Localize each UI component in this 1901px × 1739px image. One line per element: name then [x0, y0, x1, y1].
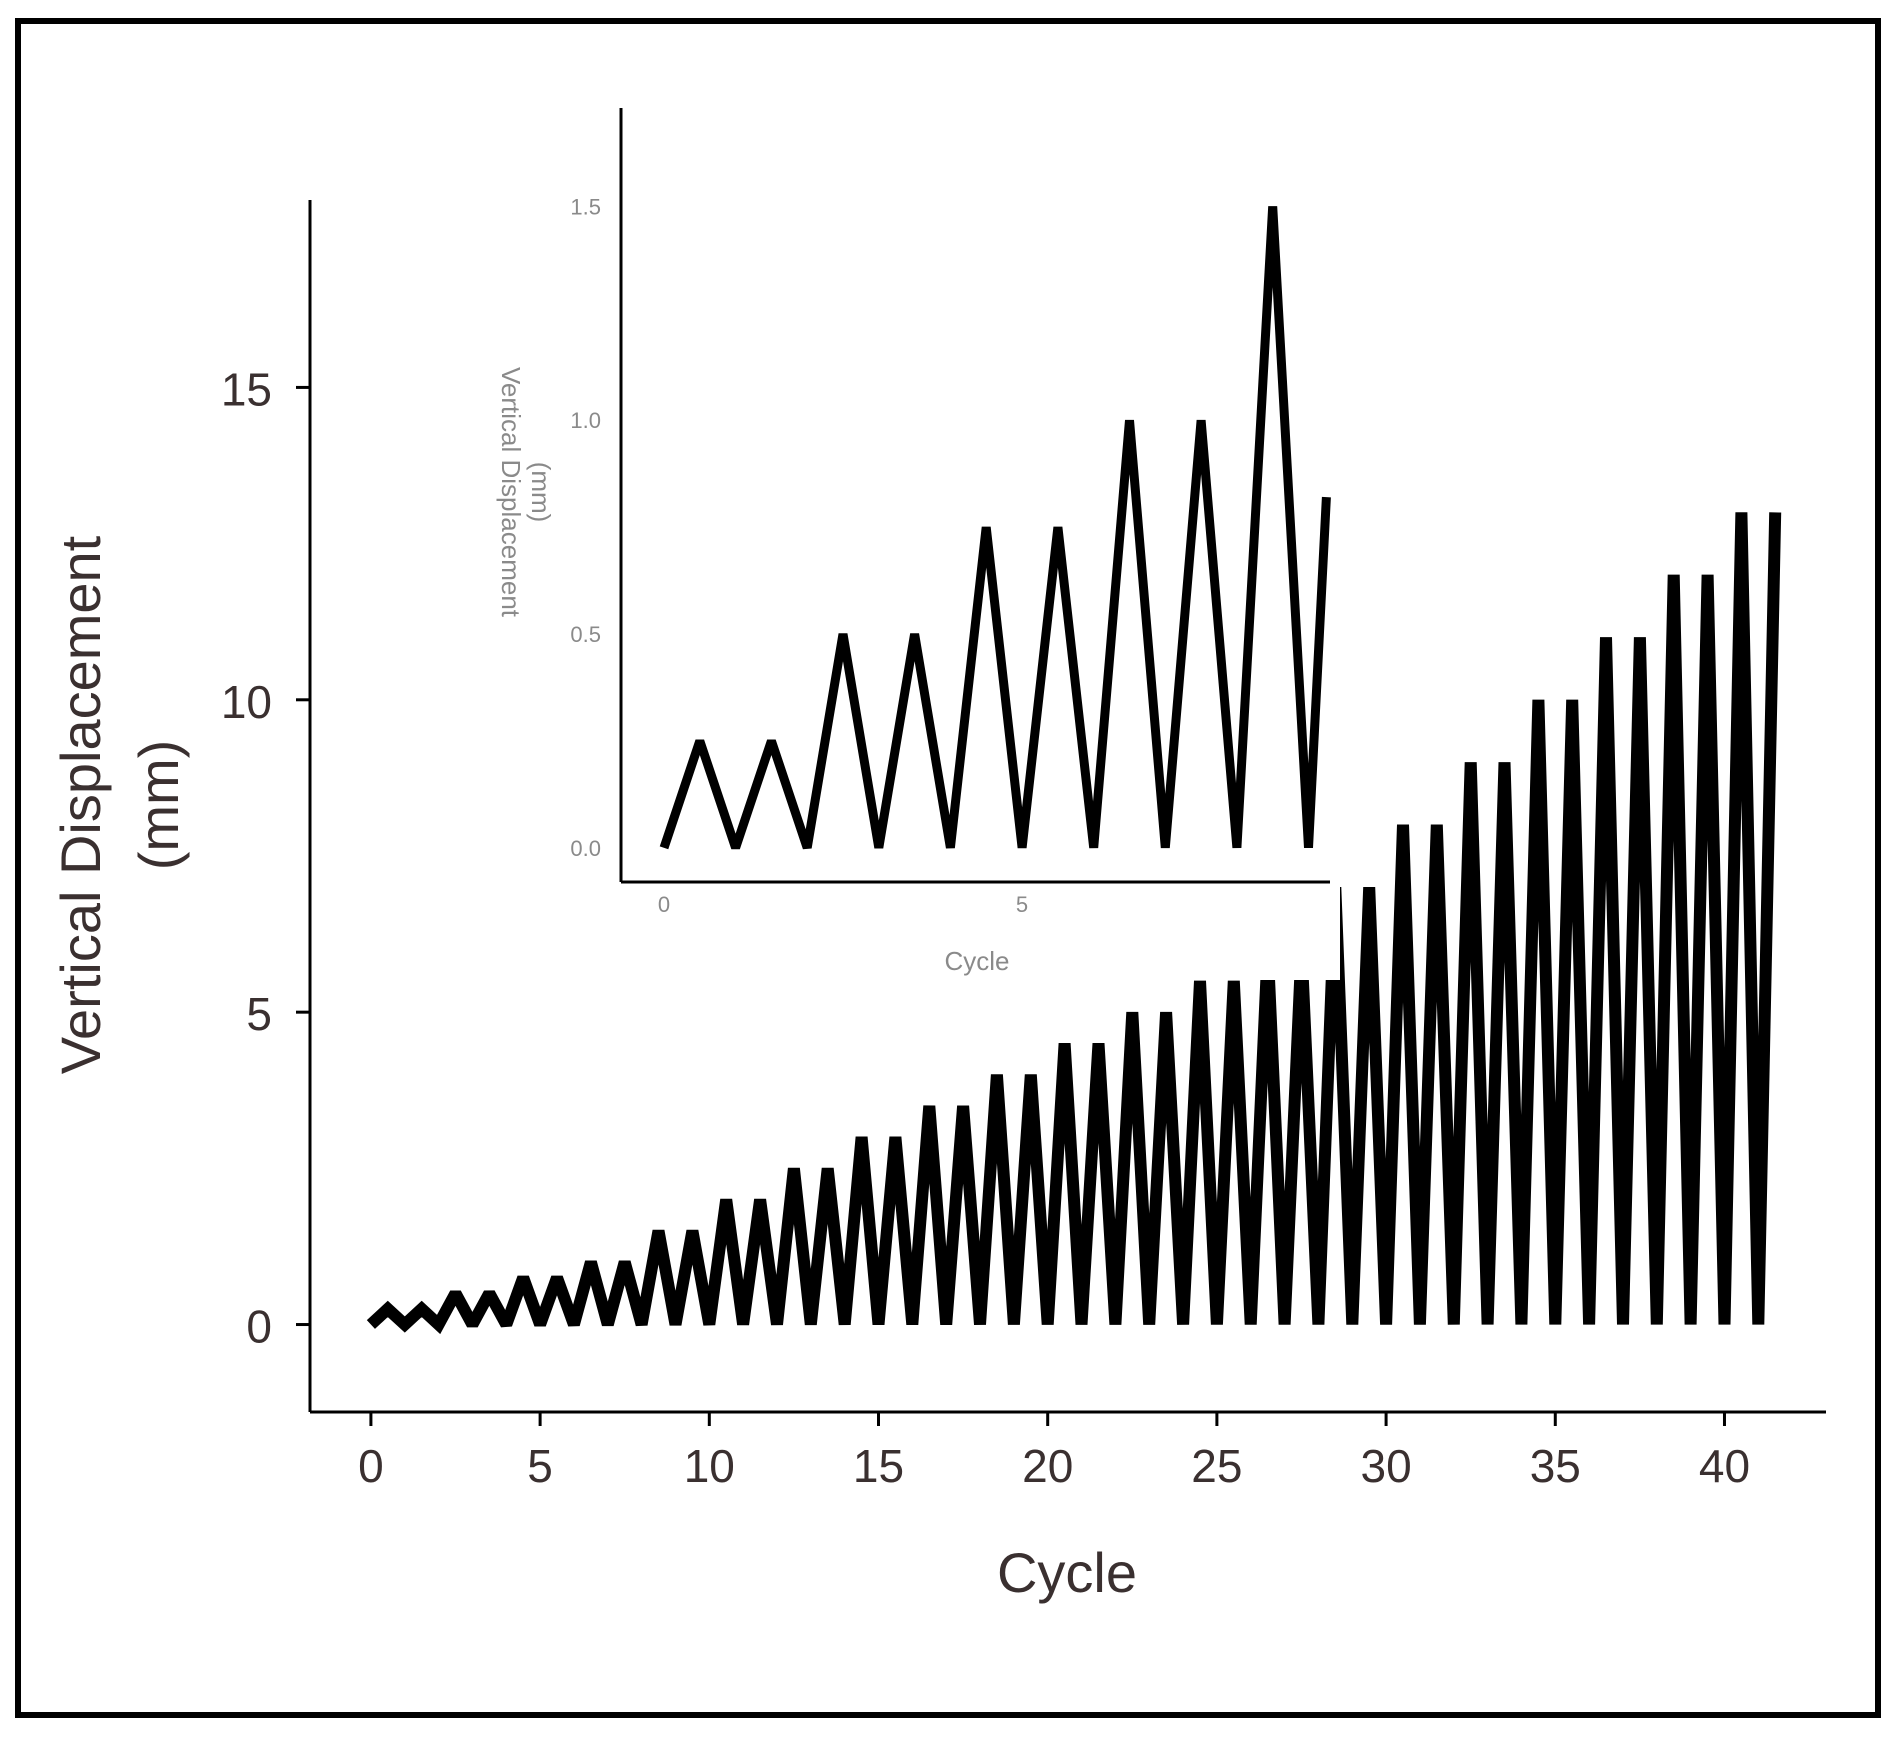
main-x-tick-label: 30	[1361, 1440, 1412, 1492]
main-series-line	[366, 512, 1782, 1335]
inset-series	[659, 206, 1331, 850]
main-y-tick-label: 5	[246, 988, 272, 1040]
main-x-ticks: 0 5 10 15 20 25 30 35 40	[358, 1412, 1750, 1492]
main-x-tick-label: 5	[527, 1440, 553, 1492]
main-x-tick-label: 10	[684, 1440, 735, 1492]
main-x-tick-label: 25	[1191, 1440, 1242, 1492]
main-y-ticks: 0 5 10 15	[221, 363, 310, 1353]
inset-y-tick-label: 1.0	[570, 408, 601, 433]
inset-x-tick-label: 5	[1016, 892, 1028, 917]
inset-y-tick-label: 0.5	[570, 622, 601, 647]
inset-y-axis-title-line2: (mm)	[526, 462, 556, 523]
inset-series-line	[659, 206, 1331, 850]
main-y-tick-label: 15	[221, 363, 272, 415]
main-y-tick-label: 0	[246, 1301, 272, 1353]
inset-y-axis-title-line1: Vertical Displacement	[496, 367, 526, 618]
main-x-axis-title: Cycle	[997, 1541, 1137, 1604]
inset-y-ticks: 0.0 0.5 1.0 1.5	[570, 194, 601, 860]
main-x-tick-label: 35	[1530, 1440, 1581, 1492]
main-x-tick-label: 0	[358, 1440, 384, 1492]
inset-y-tick-label: 1.5	[570, 194, 601, 219]
main-x-tick-label: 15	[853, 1440, 904, 1492]
inset-y-tick-label: 0.0	[570, 836, 601, 861]
main-x-tick-label: 20	[1022, 1440, 1073, 1492]
main-y-axis-title-line2: (mm)	[127, 740, 190, 871]
main-x-tick-label: 40	[1699, 1440, 1750, 1492]
main-y-axis-title-line1: Vertical Displacement	[49, 535, 112, 1074]
main-y-tick-label: 10	[221, 676, 272, 728]
inset-x-axis-title: Cycle	[944, 946, 1009, 976]
main-series	[366, 512, 1782, 1335]
inset-x-tick-label: 0	[658, 892, 670, 917]
